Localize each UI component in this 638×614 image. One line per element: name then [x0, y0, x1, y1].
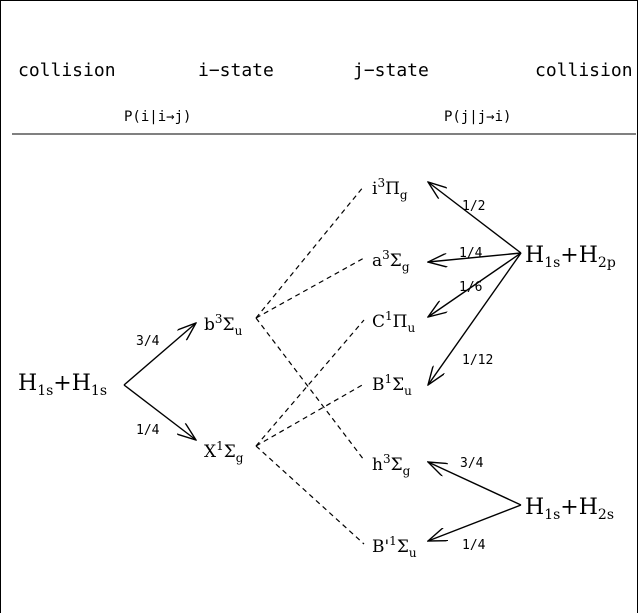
left-collision-label: H1s+H1s: [18, 371, 107, 399]
arrow-2p-c: [428, 252, 522, 317]
j-state-i3pg: i3Πg: [372, 176, 408, 202]
prob-2p-c: 1/6: [459, 280, 482, 295]
prob-2p-a: 1/4: [459, 246, 483, 261]
arrow-2s-bp: [428, 504, 522, 541]
right-collision-2p-label: H1s+H2p: [525, 243, 616, 271]
j-state-a3sg: a3Σg: [372, 248, 410, 274]
prob-2s-bp: 1/4: [462, 538, 486, 553]
dash-x-bp: [255, 445, 365, 545]
prob-left-b: 3/4: [136, 334, 160, 349]
j-state-c1pu: C1Πu: [372, 309, 415, 335]
header-j-state: j−state: [353, 60, 429, 81]
arrow-to-x: [123, 384, 196, 440]
transition-arrows: [123, 182, 522, 541]
dash-b-i: [255, 185, 365, 319]
prob-2p-b: 1/12: [462, 353, 493, 368]
j-state-bp1su: B'1Σu: [372, 534, 417, 560]
arrow-2p-i: [428, 182, 522, 254]
arrow-to-b: [123, 323, 196, 386]
right-collision-2s-label: H1s+H2s: [525, 495, 614, 523]
arrow-2p-b: [428, 252, 522, 385]
i-state-x1sg: X1Σg: [204, 439, 244, 465]
dash-b-a: [255, 257, 365, 319]
j-state-h3sg: h3Σg: [372, 452, 411, 478]
dash-b-h: [255, 317, 365, 461]
j-state-b1su: B1Σu: [372, 372, 412, 398]
header-i-state: i−state: [198, 60, 274, 81]
dash-x-b: [255, 383, 365, 447]
i-state-b3su: b3Σu: [204, 312, 243, 338]
dash-x-c: [255, 319, 365, 447]
arrow-2s-h: [428, 462, 522, 506]
arrow-2p-a: [428, 252, 522, 262]
header-prob-left: P(i|i→j): [124, 109, 191, 125]
header-prob-right: P(j|j→i): [444, 109, 511, 125]
header-collision-right: collision: [535, 60, 633, 81]
prob-2s-h: 3/4: [460, 456, 484, 471]
prob-2p-i: 1/2: [462, 199, 485, 214]
prob-left-x: 1/4: [136, 423, 160, 438]
header-collision-left: collision: [18, 60, 116, 81]
correlation-lines: [255, 185, 365, 545]
